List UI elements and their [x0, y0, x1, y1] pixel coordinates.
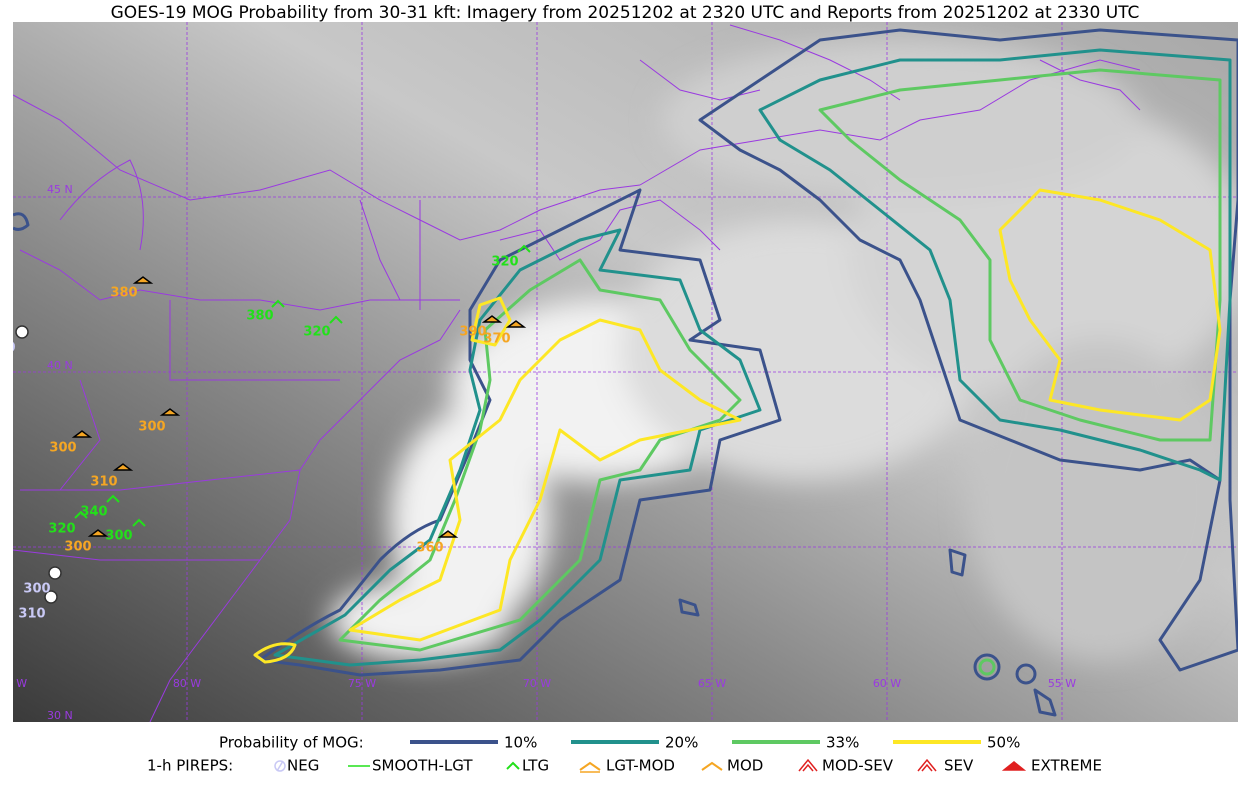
lat-label: 40 N — [47, 359, 73, 372]
pirep-label: 390 — [459, 325, 486, 340]
lat-label: 45 N — [47, 183, 73, 196]
pirep-label: 320 — [303, 325, 330, 340]
pirep-legend-label: MOD — [727, 757, 763, 775]
pirep-label: 300 — [23, 582, 50, 597]
lon-label: 60 W — [873, 677, 901, 690]
pirep-label: 370 — [483, 332, 510, 347]
pirep-label: 320 — [48, 522, 75, 537]
legend-label: 33% — [826, 734, 859, 752]
pirep-label: 300 — [64, 540, 91, 555]
pirep-label: 320 — [491, 255, 518, 270]
probability-legend: 10% 20% 33% 50% — [410, 734, 1020, 752]
pirep-labels: 380 380 320 320 300 300 310 340 320 300 … — [0, 255, 519, 622]
legend-label: 10% — [504, 734, 537, 752]
pirep-label: 360 — [416, 541, 443, 556]
contours — [13, 28, 1238, 717]
pirep-legend-label: MOD-SEV — [822, 757, 894, 775]
lon-label: 85 W — [0, 677, 27, 690]
map: 380 380 320 320 300 300 310 340 320 300 … — [0, 22, 1238, 722]
pirep-legend-label: LGT-MOD — [606, 757, 675, 775]
pirep-legend-label: SMOOTH-LGT — [372, 757, 473, 775]
lon-label: 80 W — [173, 677, 201, 690]
legend-title: 1-h PIREPS: — [147, 757, 233, 775]
pirep-label: 380 — [246, 309, 273, 324]
pirep-label: 340 — [0, 341, 16, 356]
pirep-label: 310 — [90, 475, 117, 490]
lon-label: 55 W — [1048, 677, 1076, 690]
pirep-label: 300 — [49, 441, 76, 456]
legend-label: 20% — [665, 734, 698, 752]
lon-label: 65 W — [698, 677, 726, 690]
pirep-legend-label: LTG — [522, 757, 549, 775]
legend-title: Probability of MOG: — [219, 734, 364, 752]
pirep-legend-icons — [274, 758, 1027, 773]
lon-label: 75 W — [348, 677, 376, 690]
legend-label: 50% — [987, 734, 1020, 752]
pirep-label: 340 — [80, 505, 107, 520]
lon-label: 70 W — [523, 677, 551, 690]
pirep-label: 380 — [110, 286, 137, 301]
pirep-label: 310 — [18, 607, 45, 622]
boundaries — [13, 24, 1141, 722]
pirep-label: 300 — [138, 420, 165, 435]
pirep-symbols — [15, 244, 531, 604]
title: GOES-19 MOG Probability from 30-31 kft: … — [111, 3, 1140, 23]
pirep-legend-label: NEG — [287, 757, 319, 775]
lat-label: 30 N — [47, 709, 73, 722]
legend: Probability of MOG: 10% 20% 33% 50% 1-h PIR… — [147, 734, 1102, 775]
pirep-legend-label: EXTREME — [1031, 757, 1102, 775]
pirep-label: 300 — [105, 529, 132, 544]
pirep-legend-label: SEV — [944, 757, 974, 775]
grid-labels: 45 N 40 N 30 N 85 W 80 W 75 W 70 W 65 W … — [0, 183, 1076, 722]
